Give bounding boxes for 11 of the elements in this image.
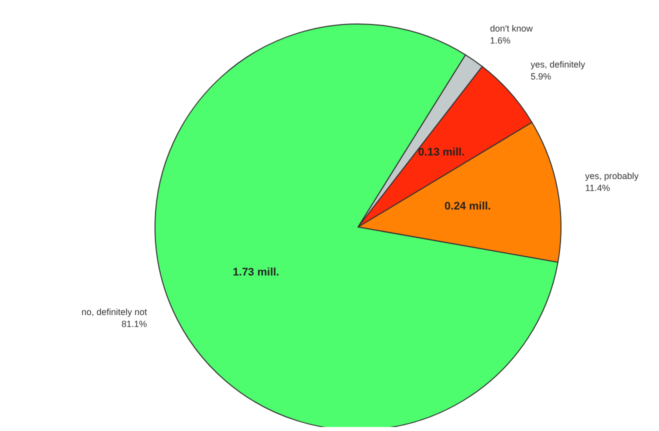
slice-label: don't know bbox=[490, 23, 534, 34]
data-label: 81.1% bbox=[121, 319, 148, 330]
data-label: 5.9% bbox=[530, 71, 552, 82]
slice-label: yes, definitely bbox=[530, 59, 586, 70]
text: 0.13 mill. bbox=[418, 146, 465, 159]
data-label: 11.4% bbox=[585, 182, 610, 193]
slice-label: no, definitely not bbox=[81, 307, 148, 318]
slice-label: yes, probably bbox=[585, 170, 640, 181]
text: 0.24 mill. bbox=[444, 200, 492, 213]
data-label: 1.6% bbox=[490, 35, 510, 46]
text: 1.73 mill. bbox=[232, 266, 280, 278]
